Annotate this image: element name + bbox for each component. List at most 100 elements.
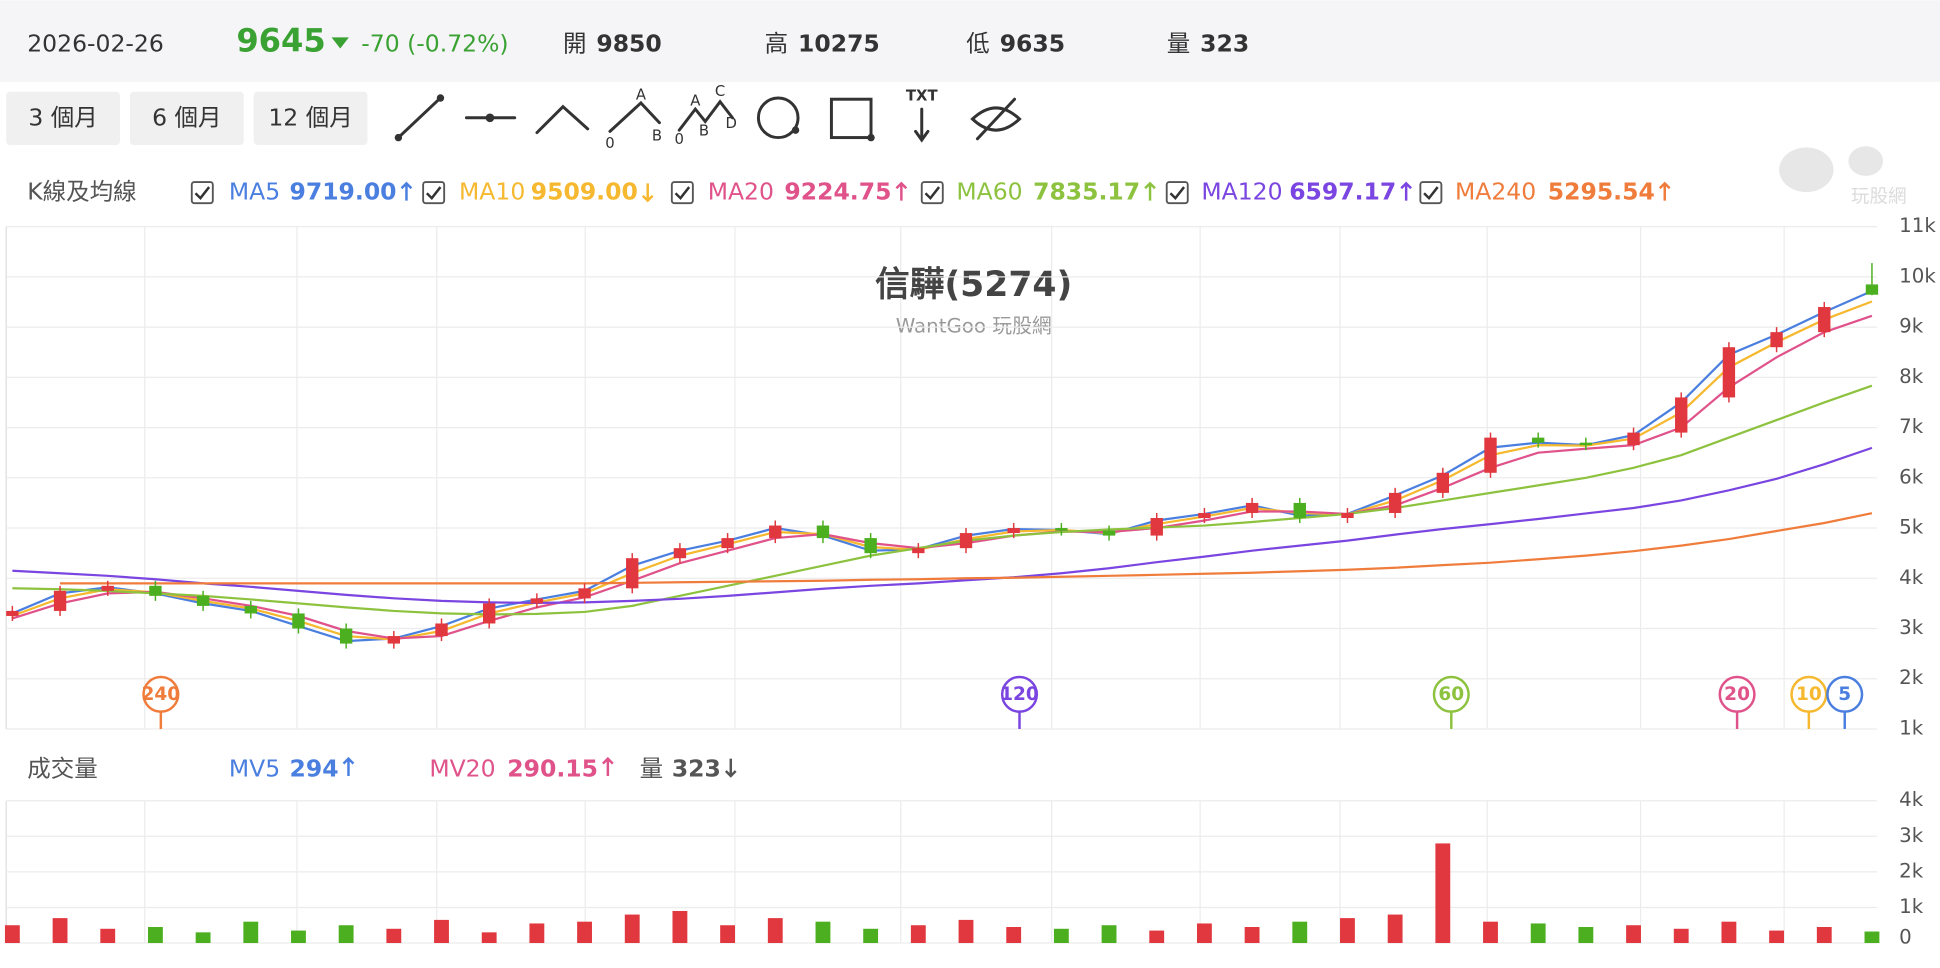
checkmark (1169, 186, 1186, 201)
candle-body (6, 610, 19, 616)
volume-bar (481, 932, 497, 944)
legend-name: MA5 (229, 178, 280, 206)
watermark-text: 玩股網 (1851, 186, 1907, 207)
legend-name: MA120 (1201, 178, 1282, 206)
tool-rect[interactable] (829, 97, 875, 142)
ma-line (12, 446, 1873, 605)
legend-value: 9509.00 (531, 178, 638, 206)
header-bg (0, 0, 1940, 82)
legend-item[interactable]: MA240 5295.54 (1419, 178, 1655, 206)
candle-body (1722, 347, 1736, 398)
candle-body (1198, 512, 1211, 518)
volume-bar (147, 927, 163, 944)
legend-item[interactable]: MA10 9509.00 (422, 178, 638, 206)
candle-body (1150, 517, 1163, 536)
chart-subtitle: WantGoo 玩股網 (896, 314, 1052, 337)
checkbox (1165, 181, 1189, 205)
y-tick-label: 8k (1899, 365, 1924, 388)
marker-circle (1432, 675, 1470, 713)
legend-item[interactable]: MA60 7835.17 (920, 178, 1140, 206)
volume-bar (815, 921, 831, 944)
volume-bar (1816, 927, 1832, 944)
range-button[interactable] (253, 91, 368, 145)
price-change: -70 (-0.72%) (361, 29, 508, 57)
open-value: 9850 (596, 29, 661, 57)
marker-circle (142, 675, 180, 713)
tool-hline[interactable] (464, 113, 517, 123)
tool-label: B (652, 127, 662, 144)
volume-bar (863, 928, 879, 944)
volume-bar (434, 919, 449, 944)
tool-label: D (726, 115, 737, 132)
marker-label: 240 (141, 684, 180, 705)
range-label[interactable]: 6 個月 (152, 104, 221, 132)
tool-abc[interactable]: 0 A B (605, 87, 662, 152)
tool-label: A (690, 93, 701, 110)
volume-bar (291, 930, 306, 944)
y-tick-label: 6k (1899, 465, 1924, 488)
range-button[interactable] (129, 91, 244, 145)
legend-name: MV5 (229, 754, 280, 782)
volume-label: 量 (1167, 29, 1191, 57)
chart-title: 信驊(5274) (875, 265, 1072, 305)
range-label[interactable]: 12 個月 (268, 104, 352, 132)
volume-bar (52, 918, 68, 944)
range-label[interactable]: 3 個月 (28, 104, 97, 132)
candle-body (673, 548, 687, 559)
volume-bar (1769, 930, 1785, 944)
tool-label: A (636, 87, 647, 104)
volume-bar (1387, 914, 1403, 944)
tool-label: TXT (906, 88, 939, 105)
candle-body (244, 605, 257, 614)
checkmark (425, 186, 442, 201)
volume-bar (577, 921, 592, 944)
tool-hide[interactable] (970, 97, 1022, 141)
arrow-down (641, 183, 654, 203)
y-tick-label: 4k (1899, 566, 1924, 589)
legend-name: MA20 (708, 178, 774, 206)
volume-bar (1340, 918, 1355, 944)
volume-bar (1626, 925, 1641, 944)
candle-body (1102, 530, 1116, 536)
marker-label: 120 (1000, 684, 1039, 705)
tool-circle[interactable] (756, 96, 800, 140)
range-button[interactable] (6, 91, 121, 145)
volume-bar (672, 911, 688, 944)
candle-body (101, 585, 114, 591)
legend-value: 9719.00 (290, 178, 397, 206)
volume-bar (1292, 921, 1308, 944)
checkbox (422, 181, 446, 205)
y-tick-label: 0 (1899, 926, 1912, 949)
volume-bar (1244, 927, 1260, 944)
volume-bar (243, 921, 259, 944)
legend-item[interactable]: MA5 9719.00 (190, 178, 397, 206)
arrow-up (1144, 181, 1156, 201)
legend-name: 量 (640, 754, 664, 782)
volume-bar (4, 925, 20, 944)
candle-body (912, 548, 925, 554)
tool-text[interactable]: TXT (906, 88, 939, 143)
legend-item[interactable]: MA20 9224.75 (670, 178, 892, 206)
marker-circle (1000, 675, 1039, 713)
arrow-up (1400, 181, 1412, 201)
tool-abcd[interactable]: 0 A B C D (675, 83, 737, 148)
marker-label: 5 (1838, 684, 1851, 705)
candle-body (1388, 492, 1402, 513)
tool-angle[interactable] (535, 104, 590, 135)
low-label: 低 (966, 29, 990, 57)
volume-bar (1578, 927, 1594, 944)
volume-bar (624, 914, 640, 944)
volume-bar (1530, 923, 1546, 944)
candle-body (1770, 332, 1783, 348)
tool-label: 0 (605, 135, 614, 152)
checkbox (1419, 181, 1443, 205)
candle-body (1055, 528, 1068, 531)
tool-line[interactable] (394, 94, 445, 142)
volume-bar (720, 925, 736, 944)
candle-body (959, 533, 973, 549)
y-tick-label: 3k (1899, 616, 1924, 639)
volume-bar (386, 928, 402, 944)
candle-body (435, 623, 448, 637)
legend-item[interactable]: MA120 6597.17 (1165, 178, 1397, 206)
